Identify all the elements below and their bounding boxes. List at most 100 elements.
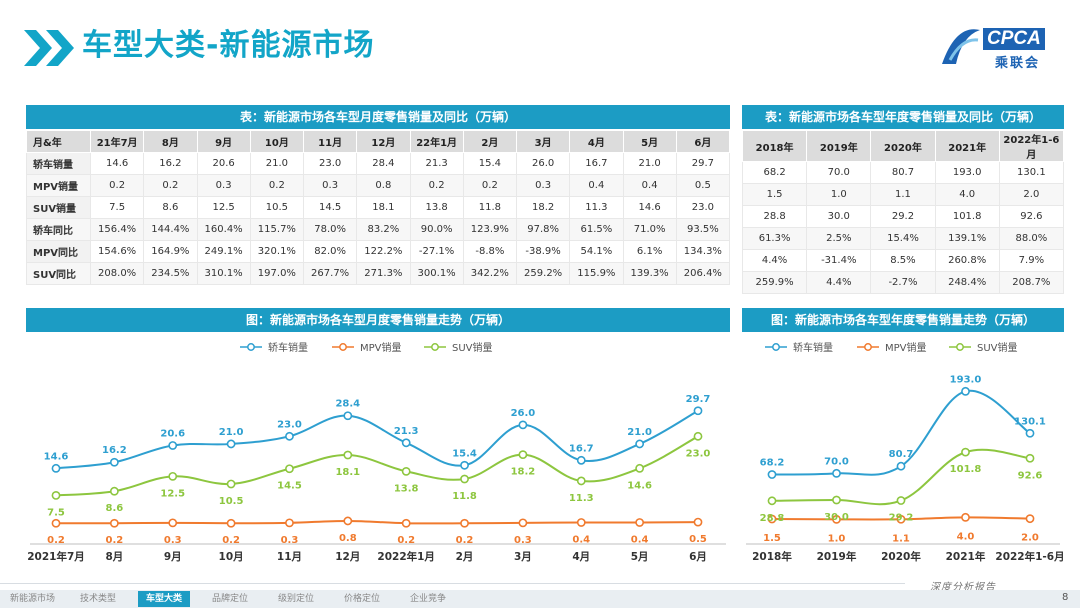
table-cell: 2.0 [998,183,1065,206]
table-cell: 0.2 [249,174,305,197]
table-cell: 80.7 [870,161,936,184]
row-label: 轿车同比 [26,218,91,241]
data-label: 101.8 [950,464,982,475]
table-header-cell: 3月 [515,130,571,153]
data-point [518,450,528,460]
table-row: 4.4% -31.4% 8.5% 260.8% 7.9% [741,249,1065,272]
table-cell: 7.9% [998,249,1065,272]
footer-nav-item[interactable]: 品牌定位 [212,594,249,604]
data-point [51,491,61,500]
table-cell: 0.3 [515,174,571,197]
legend-label: MPV销量 [885,341,927,354]
table-cell: 115.9% [569,262,624,285]
table-cell: 139.3% [622,262,677,285]
page-number: 8 [1062,592,1069,603]
table-cell: 144.4% [143,218,198,241]
table-cell: 18.1 [356,196,411,219]
data-point [896,461,906,471]
data-label: 0.2 [47,535,65,546]
table-row: 68.2 70.0 80.7 193.0 130.1 [741,161,1065,184]
table-cell: 0.2 [89,174,145,197]
data-label: 28.8 [760,513,785,524]
table-header-cell: 2020年 [870,130,936,162]
chevron-icon [46,30,74,66]
data-label: 1.5 [763,533,781,544]
data-point [693,406,703,416]
data-point [832,514,841,524]
footer-nav-item[interactable]: 企业竞争 [410,594,447,604]
data-label: 0.8 [339,533,357,544]
table-cell: 130.1 [998,161,1065,184]
table-cell: 4.4% [741,249,808,272]
table-cell: 61.5% [569,218,624,241]
table-cell: 206.4% [675,262,731,285]
table-header-cell: 5月 [622,130,677,153]
table-cell: 11.8 [462,196,518,219]
data-label: 1.0 [828,533,846,544]
table-cell: 23.0 [675,196,731,219]
table-cell: 15.4 [462,152,518,175]
footer-nav-item[interactable]: 车型大类 [138,591,191,607]
table-cell: 197.0% [249,262,305,285]
footer-nav-item[interactable]: 新能源市场 [10,594,56,604]
table-cell: 0.8 [356,174,411,197]
x-tick-label: 12月 [335,551,360,563]
data-label: 0.4 [572,534,590,545]
data-label: 18.2 [511,467,536,478]
table-cell: 342.2% [462,262,518,285]
footer-nav-bar [0,590,1080,608]
data-label: 92.6 [1018,470,1043,481]
table-cell: 61.3% [741,227,808,250]
table-row: 259.9% 4.4% -2.7% 248.4% 208.7% [741,271,1065,294]
data-label: 0.3 [164,535,182,546]
table-cell: 12.5 [196,196,251,219]
table-cell: 156.4% [89,218,145,241]
x-tick-label: 3月 [514,551,532,563]
data-point [460,518,469,528]
table-row: SUV销量 7.5 8.6 12.5 10.5 14.5 18.1 13.8 11.8 18.2 1… [26,196,731,219]
table-header-row: 2018年 2019年 2020年 2021年 2022年1-6月 [741,130,1065,162]
data-point [1025,453,1035,463]
table-cell: 29.2 [870,205,936,228]
table-cell: 310.1% [196,262,251,285]
yearly-chart-title: 图：新能源市场各车型年度零售销量走势（万辆） [742,308,1064,332]
table-cell: 4.0 [934,183,1000,206]
data-point [961,447,970,457]
table-cell: 0.2 [143,174,198,197]
data-point [767,496,777,506]
data-point [635,518,645,527]
table-header-cell: 2022年1-6月 [998,130,1065,162]
table-cell: 8.6 [143,196,198,219]
table-cell: 23.0 [302,152,358,175]
table-header-cell: 6月 [675,130,731,153]
table-cell: 122.2% [356,240,411,263]
x-tick-label: 4月 [572,551,590,563]
footer-divider [0,583,905,584]
footer-nav-item[interactable]: 价格定位 [344,594,381,604]
table-cell: 259.9% [741,271,808,294]
table-cell: 29.7 [675,152,731,175]
footer-nav-item[interactable]: 级别定位 [278,594,315,604]
chart-legend: 轿车销量 MPV销量 SUV销量 [240,341,493,354]
table-cell: 82.0% [302,240,358,263]
data-point [109,486,119,496]
table-cell: 160.4% [196,218,251,241]
table-cell: -27.1% [409,240,464,263]
data-label: 26.0 [511,408,536,419]
footer-nav-item[interactable]: 技术类型 [80,594,117,604]
data-label: 2.0 [1021,533,1039,544]
table-cell: 93.5% [675,218,731,241]
data-label: 7.5 [47,507,65,518]
data-label: 0.2 [222,535,240,546]
x-tick-label: 9月 [164,551,182,563]
table-row: 28.8 30.0 29.2 101.8 92.6 [741,205,1065,228]
x-tick-label: 2021年 [946,550,986,563]
table-row: 轿车销量 14.6 16.2 20.6 21.0 23.0 28.4 21.3 15.4 26.0… [26,152,731,175]
data-label: 15.4 [452,448,477,459]
table-cell: 193.0 [934,161,1000,184]
data-point [576,518,586,527]
table-cell: 248.4% [934,271,1000,294]
table-cell: 10.5 [249,196,305,219]
data-label: 14.6 [44,451,69,462]
data-label: 8.6 [106,503,124,514]
